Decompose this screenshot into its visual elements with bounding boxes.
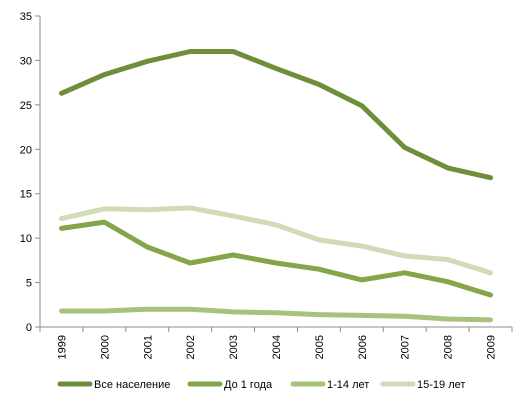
y-tick-label: 20 xyxy=(20,144,32,156)
x-tick-label: 2000 xyxy=(99,335,111,359)
x-tick-label: 2004 xyxy=(271,335,283,359)
y-tick-label: 15 xyxy=(20,189,32,201)
legend: Все население До 1 года 1-14 лет 15-19 лет xyxy=(57,379,465,391)
x-tick-labels: 1999 2000 2001 2002 2003 2004 2005 2006 2007 2008… xyxy=(56,335,497,359)
series-line-1 xyxy=(59,219,493,298)
y-tick-labels: 0 5 10 15 20 25 30 35 xyxy=(20,11,32,334)
legend-label: 1-14 лет xyxy=(327,379,369,391)
y-tick-label: 10 xyxy=(20,233,32,245)
series-line-3 xyxy=(59,205,493,276)
y-tick-label: 35 xyxy=(20,11,32,23)
series-line-2 xyxy=(59,306,493,323)
legend-label: До 1 года xyxy=(224,379,273,391)
x-tick-label: 2003 xyxy=(228,335,240,359)
x-tick-label: 2009 xyxy=(486,335,498,359)
x-tick-label: 2006 xyxy=(357,335,369,359)
x-tick-label: 2007 xyxy=(400,335,412,359)
x-tick-label: 2005 xyxy=(314,335,326,359)
axes xyxy=(35,15,513,332)
y-tick-label: 0 xyxy=(26,322,32,334)
series-line-0 xyxy=(59,49,493,181)
x-tick-label: 2001 xyxy=(142,335,154,359)
x-tick-label: 2002 xyxy=(185,335,197,359)
y-tick-label: 30 xyxy=(20,55,32,67)
legend-label: Все население xyxy=(94,379,170,391)
series-lines xyxy=(59,49,493,323)
legend-label: 15-19 лет xyxy=(417,379,465,391)
y-tick-label: 25 xyxy=(20,100,32,112)
y-tick-label: 5 xyxy=(26,278,32,290)
x-tick-label: 2008 xyxy=(443,335,455,359)
x-tick-label: 1999 xyxy=(56,335,68,359)
